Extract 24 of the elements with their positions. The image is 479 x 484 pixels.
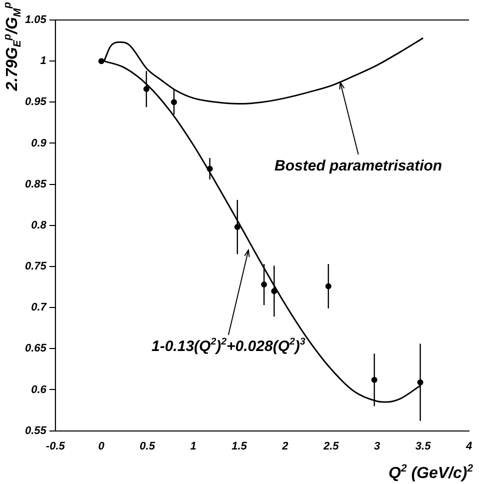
y-tick-label: 0.7: [31, 302, 48, 314]
x-tick-label: 3.5: [415, 440, 432, 452]
x-tick-label: 4: [464, 440, 472, 452]
y-tick-label: 0.55: [24, 424, 48, 437]
y-tick-label: 0.6: [31, 384, 48, 396]
x-tick-label: 1: [190, 440, 196, 452]
y-tick-label: 1.05: [24, 14, 48, 26]
y-axis-title: 2.79GEp/GMp: [2, 1, 24, 92]
x-tick-label: 0.5: [140, 440, 156, 452]
y-tick-label: 1: [40, 55, 46, 68]
x-tick-label: -0.5: [46, 440, 66, 452]
point: [98, 58, 104, 64]
x-tick-label: 3: [374, 440, 380, 452]
x-tick-label: 2.5: [322, 440, 340, 452]
x-tick-label: 1.5: [232, 440, 248, 452]
y-tick-label: 0.75: [24, 260, 48, 273]
y-tick-label: 0.85: [24, 178, 48, 190]
x-tick-label: 2: [281, 440, 288, 452]
y-tick-label: 0.95: [24, 96, 48, 108]
annotation: Bosted parametrisation: [274, 157, 442, 174]
y-tick-label: 0.65: [24, 342, 48, 355]
x-tick-label: 0: [98, 440, 106, 452]
y-tick-label: 0.9: [31, 137, 48, 150]
y-tick-label: 0.8: [31, 219, 48, 232]
